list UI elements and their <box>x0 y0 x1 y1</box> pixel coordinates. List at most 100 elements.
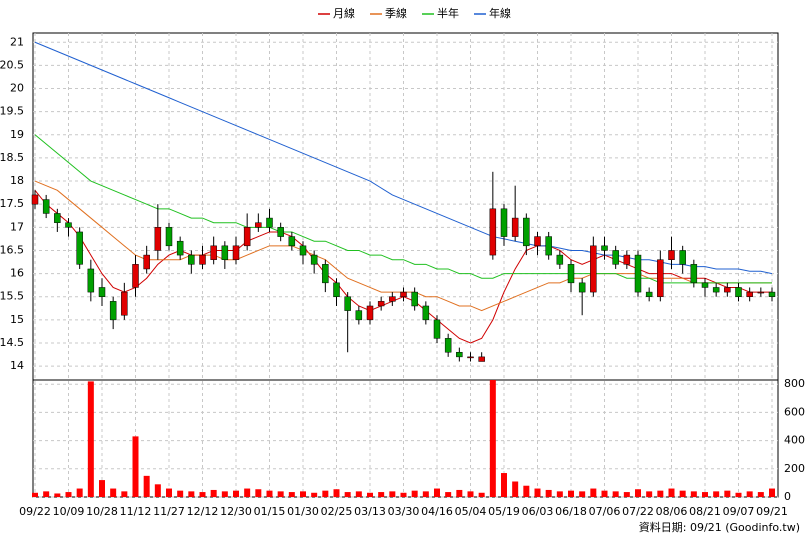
volume-bar <box>43 491 50 497</box>
volume-bar <box>523 485 530 497</box>
volume-bar <box>623 492 630 497</box>
candle-body <box>623 254 631 265</box>
candle-body <box>523 217 530 247</box>
candle-body <box>65 222 72 228</box>
candle-body <box>98 287 106 297</box>
candle-body <box>76 231 83 265</box>
x-tick-label: 12/30 <box>220 505 252 518</box>
y-tick-label: 20.5 <box>0 58 24 71</box>
legend-label: 半年 <box>437 6 459 20</box>
candle-body <box>344 296 351 311</box>
candle-body <box>757 291 765 294</box>
x-tick-label: 09/22 <box>19 505 51 518</box>
candle-body <box>679 250 686 265</box>
candle-body <box>154 227 162 251</box>
volume-bar <box>322 490 329 497</box>
candle-body <box>389 296 396 302</box>
y-tick-label: 17 <box>10 220 24 233</box>
y-tick-label: 15.5 <box>0 290 24 303</box>
volume-bar <box>76 488 83 497</box>
candle-body <box>511 217 519 237</box>
candle-body <box>188 254 195 265</box>
candle-body <box>310 254 318 265</box>
volume-bar <box>445 492 452 497</box>
x-tick-label: 12/12 <box>187 505 219 518</box>
volume-bar <box>757 492 764 497</box>
candle-body <box>612 250 619 265</box>
candle-body <box>456 351 463 358</box>
candle-body <box>433 319 441 339</box>
volume-bar <box>646 491 653 497</box>
candle-body <box>556 254 564 265</box>
volume-bar <box>612 491 619 497</box>
legend-label: 年線 <box>489 6 511 20</box>
legend-label: 季線 <box>385 6 407 20</box>
volume-bar <box>668 488 675 497</box>
volume-bar <box>199 492 206 497</box>
y-tick-label: 19.5 <box>0 105 24 118</box>
x-tick-label: 03/30 <box>388 505 420 518</box>
candle-body <box>768 291 776 297</box>
volume-bar <box>255 489 262 497</box>
candle-body <box>489 208 497 256</box>
volume-bar <box>411 490 418 497</box>
volume-bar <box>65 492 72 497</box>
volume-bar <box>467 491 474 497</box>
volume-bar <box>690 491 697 497</box>
y-tick-label: 18 <box>10 174 24 187</box>
volume-bar <box>489 380 496 497</box>
volume-bar <box>635 489 641 497</box>
candle-body <box>121 291 128 316</box>
x-tick-label: 05/04 <box>455 505 487 518</box>
volume-bar <box>311 492 318 497</box>
candle-body <box>266 217 273 228</box>
volume-bar <box>266 490 273 497</box>
candle-body <box>87 268 95 293</box>
volume-bar <box>210 489 217 497</box>
y2-tick-label: 200 <box>784 462 805 475</box>
y-tick-label: 18.5 <box>0 151 24 164</box>
y2-tick-label: 400 <box>784 434 805 447</box>
volume-bar <box>456 489 463 497</box>
candle-body <box>54 213 61 223</box>
volume-bar <box>378 492 385 497</box>
x-tick-label: 05/19 <box>488 505 520 518</box>
candle-body <box>690 264 698 284</box>
volume-bar <box>188 491 195 497</box>
x-tick-label: 04/16 <box>421 505 453 518</box>
candle-body <box>500 208 508 237</box>
candle-body <box>545 236 552 256</box>
y-tick-label: 19 <box>10 128 24 141</box>
volume-bar <box>355 491 362 497</box>
candle-body <box>724 287 731 293</box>
candle-body <box>567 264 575 284</box>
y-tick-label: 17.5 <box>0 197 24 210</box>
y-tick-label: 15 <box>10 313 24 326</box>
volume-bar <box>478 492 485 497</box>
candle-body <box>377 301 385 307</box>
footer: 資料日期: 09/21 (Goodinfo.tw) <box>639 520 800 534</box>
candle-body <box>746 291 753 297</box>
candle-body <box>288 236 296 247</box>
candle-body <box>411 291 418 307</box>
candle-body <box>578 282 586 293</box>
volume-bar <box>244 488 251 497</box>
x-tick-label: 07/22 <box>622 505 654 518</box>
x-tick-label: 08/21 <box>689 505 721 518</box>
volume-bar <box>679 490 686 497</box>
volume-bar <box>422 491 429 497</box>
x-tick-label: 11/27 <box>153 505 185 518</box>
volume-bar <box>367 492 373 497</box>
volume-bar <box>702 492 708 497</box>
volume-bar <box>579 491 586 497</box>
candle-body <box>232 245 240 260</box>
volume-bar <box>143 475 150 497</box>
volume-bar <box>344 492 351 497</box>
candle-body <box>322 264 329 284</box>
candle-body <box>255 222 262 228</box>
candle-body <box>199 254 206 265</box>
y2-tick-label: 600 <box>784 405 805 418</box>
y-tick-label: 14 <box>10 359 24 372</box>
candle-body <box>400 291 407 297</box>
